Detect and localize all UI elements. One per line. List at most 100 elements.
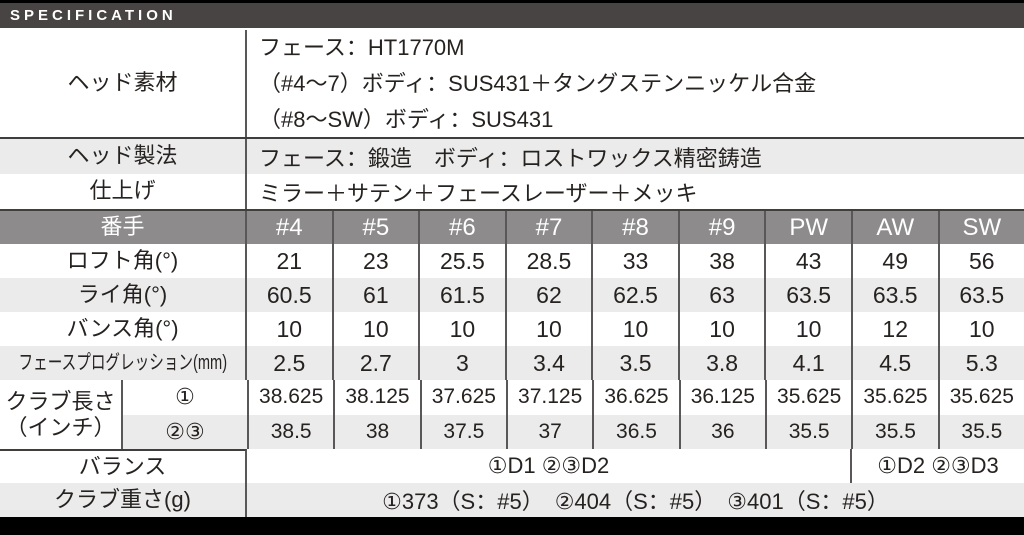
- spec-cell: 43: [764, 244, 851, 278]
- length-cell: 38.125: [333, 380, 419, 415]
- spec-row: バンス角(°) 10 10 10 10 10 10 10 12 10: [0, 312, 1024, 346]
- spec-row-label: フェースプログレッション(mm): [0, 346, 247, 380]
- length-sub-label: ①: [121, 380, 247, 415]
- column-header: #4: [275, 213, 303, 241]
- column-header: #8: [591, 211, 678, 244]
- length-cell: 38: [333, 414, 420, 449]
- weight-row: クラブ重さ(g) ①373（S：#5） ②404（S：#5） ③401（S：#5…: [0, 483, 1024, 517]
- spec-cell: 62: [504, 278, 592, 312]
- info-row-label: ヘッド製法: [0, 139, 247, 174]
- spec-cell: 3: [418, 346, 505, 380]
- spec-row-label-text: フェースプログレッション(mm): [18, 352, 227, 374]
- spec-cell: 3.5: [591, 346, 678, 380]
- spec-cell: 10: [937, 312, 1024, 346]
- top-border: [0, 0, 1024, 3]
- length-cell: 35.5: [765, 414, 852, 449]
- spec-cell: 56: [937, 244, 1024, 278]
- bottom-border: [0, 517, 1024, 535]
- spec-cell: 2.7: [331, 346, 419, 380]
- weight-value: ①373（S：#5） ②404（S：#5） ③401（S：#5）: [382, 489, 889, 514]
- length-group: クラブ長さ （インチ） ① 38.625 38.125 37.625 37.125 36.62…: [0, 380, 1024, 449]
- spec-cell: 21: [276, 247, 303, 274]
- spec-row-label: ロフト角(°): [0, 244, 247, 278]
- spec-row-label-text: ライ角(°): [77, 281, 168, 307]
- spec-cell: 63.5: [937, 278, 1024, 312]
- spec-row-cells: 2.5 2.7 3 3.4 3.5 3.8 4.1 4.5 5.3: [247, 346, 1024, 380]
- spec-row-label-text: ロフト角(°): [66, 247, 179, 273]
- spec-cell: 5.3: [937, 346, 1024, 380]
- length-cell: 37.625: [419, 380, 506, 415]
- spec-cell: 49: [850, 244, 938, 278]
- spec-cell: 62.5: [591, 278, 678, 312]
- info-line: ミラー＋サテン＋フェースレーザー＋メッキ: [259, 180, 698, 206]
- spec-row-cells: 10 10 10 10 10 10 10 12 10: [247, 312, 1024, 346]
- spec-header-row: 番手 #4 #5 #6 #7 #8 #9 PW AW SW: [0, 209, 1024, 244]
- spec-cell: 10: [504, 312, 592, 346]
- info-line: （#8～SW）ボディ：SUS431: [259, 106, 554, 132]
- spec-cell: 28.5: [504, 244, 592, 278]
- length-cell: 37: [506, 414, 593, 449]
- spec-row: ライ角(°) 60.5 61 61.5 62 62.5 63 63.5 63.5 63.5: [0, 278, 1024, 312]
- length-cell: 35.625: [937, 380, 1024, 415]
- length-cell: 37.125: [506, 380, 592, 415]
- info-row-label: ヘッド素材: [0, 30, 247, 137]
- spec-row-cells: 21 23 25.5 28.5 33 38 43 49 56: [247, 244, 1024, 278]
- length-cell: 36.5: [592, 414, 679, 449]
- balance-label: バランス: [0, 449, 247, 483]
- column-header: #6: [418, 211, 505, 244]
- spec-cell: 10: [591, 312, 678, 346]
- spec-cell: 61: [331, 278, 419, 312]
- balance-value-left: ①D1 ②③D2: [487, 453, 610, 478]
- length-group-label-line: （インチ）: [5, 414, 116, 440]
- spec-cell: 23: [331, 244, 419, 278]
- spec-cell: 4.5: [850, 346, 938, 380]
- title-bar: SPECIFICATION: [0, 3, 1024, 28]
- spec-cell: 3.4: [504, 346, 592, 380]
- spec-cell: 63: [677, 278, 765, 312]
- info-line: （#4～7）ボディ：SUS431＋タングステンニッケル合金: [259, 70, 817, 96]
- weight-label: クラブ重さ(g): [0, 483, 247, 517]
- column-header: #5: [331, 211, 419, 244]
- length-cell: 35.5: [851, 414, 938, 449]
- balance-row: バランス ①D1 ②③D2 ①D2 ②③D3: [0, 449, 1024, 483]
- length-cell: 36.125: [678, 380, 765, 415]
- column-header: #9: [677, 211, 765, 244]
- length-cell: 35.625: [851, 380, 937, 415]
- spec-cell: 12: [850, 312, 938, 346]
- length-cell: 36: [678, 414, 765, 449]
- info-line: フェース：HT1770M: [259, 34, 465, 60]
- length-cell: 38.5: [247, 414, 334, 449]
- length-group-label-line: クラブ長さ: [5, 388, 116, 414]
- spec-cell: 10: [418, 312, 505, 346]
- spec-row-label: ライ角(°): [0, 278, 247, 312]
- info-row-label: 仕上げ: [0, 174, 247, 209]
- spec-row-label: バンス角(°): [0, 312, 247, 346]
- length-cell: 35.625: [765, 380, 851, 415]
- spec-row-label-text: バンス角(°): [66, 315, 179, 341]
- page-title: SPECIFICATION: [10, 7, 177, 24]
- spec-cell: 10: [764, 312, 851, 346]
- spec-cell: 10: [331, 312, 419, 346]
- spec-row: フェースプログレッション(mm) 2.5 2.7 3 3.4 3.5 3.8 4.1 4.5 5.…: [0, 346, 1024, 380]
- length-cell: 36.625: [592, 380, 678, 415]
- length-cell: 37.5: [419, 414, 506, 449]
- info-row-content: フェース：鍛造 ボディ：ロストワックス精密鋳造: [247, 139, 1024, 174]
- spec-cell: 60.5: [266, 281, 312, 308]
- spec-cell: 33: [591, 244, 678, 278]
- balance-value-right: ①D2 ②③D3: [850, 449, 1024, 483]
- spec-cell: 2.5: [273, 349, 306, 376]
- spec-cell: 10: [677, 312, 765, 346]
- spec-rows: ロフト角(°) 21 23 25.5 28.5 33 38 43 49 56 ライ角(°) 60.5 6…: [0, 244, 1024, 380]
- info-row-content: フェース：HT1770M （#4～7）ボディ：SUS431＋タングステンニッケル合…: [247, 30, 1024, 137]
- spec-cell: 4.1: [764, 346, 851, 380]
- length-cell: 35.5: [937, 414, 1024, 449]
- divider: [0, 28, 1024, 30]
- spec-header-cells: #4 #5 #6 #7 #8 #9 PW AW SW: [247, 211, 1024, 244]
- spec-cell: 61.5: [418, 278, 505, 312]
- info-row: ヘッド素材 フェース：HT1770M （#4～7）ボディ：SUS431＋タングステン…: [0, 30, 1024, 139]
- spec-cell: 25.5: [418, 244, 505, 278]
- column-header: SW: [937, 211, 1024, 244]
- column-header-label: 番手: [0, 211, 247, 244]
- column-header: PW: [764, 211, 851, 244]
